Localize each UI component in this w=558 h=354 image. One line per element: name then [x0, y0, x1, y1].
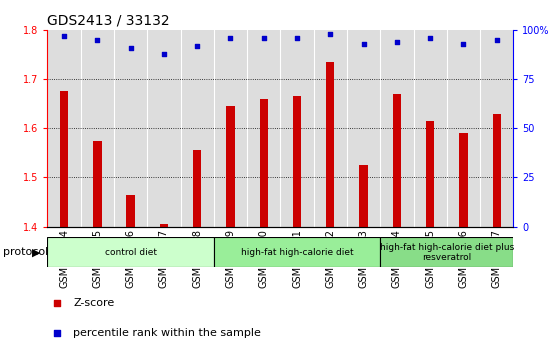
Bar — [480, 30, 513, 227]
Point — [52, 300, 61, 306]
Point — [492, 37, 501, 43]
Bar — [147, 30, 181, 227]
Bar — [493, 114, 501, 227]
Bar — [47, 30, 81, 227]
Bar — [160, 224, 168, 227]
Text: protocol: protocol — [3, 247, 48, 257]
Bar — [214, 237, 380, 267]
Point — [60, 33, 69, 39]
Bar — [280, 30, 314, 227]
Text: high-fat high-calorie diet plus
resveratrol: high-fat high-calorie diet plus resverat… — [379, 242, 514, 262]
Bar — [447, 30, 480, 227]
Point — [160, 51, 169, 57]
Point — [392, 39, 401, 45]
Bar — [247, 30, 280, 227]
Bar — [60, 91, 68, 227]
Point — [259, 35, 268, 41]
Bar — [93, 141, 102, 227]
Bar — [413, 30, 447, 227]
Point — [359, 41, 368, 47]
Bar — [359, 165, 368, 227]
Bar — [114, 30, 147, 227]
Bar — [193, 150, 201, 227]
Text: Z-score: Z-score — [73, 298, 114, 308]
Bar — [380, 237, 513, 267]
Text: control diet: control diet — [105, 248, 157, 257]
Bar — [347, 30, 380, 227]
Point — [226, 35, 235, 41]
Bar — [459, 133, 468, 227]
Text: GDS2413 / 33132: GDS2413 / 33132 — [47, 13, 170, 28]
Bar — [393, 94, 401, 227]
Point — [193, 43, 201, 48]
Bar — [47, 237, 214, 267]
Point — [292, 35, 301, 41]
Bar — [181, 30, 214, 227]
Point — [459, 41, 468, 47]
Point — [426, 35, 435, 41]
Bar — [314, 30, 347, 227]
Text: percentile rank within the sample: percentile rank within the sample — [73, 328, 261, 338]
Point — [126, 45, 135, 51]
Bar — [326, 62, 334, 227]
Bar — [259, 99, 268, 227]
Text: ▶: ▶ — [32, 247, 40, 257]
Bar — [227, 106, 234, 227]
Bar — [127, 195, 135, 227]
Point — [93, 37, 102, 43]
Text: high-fat high-calorie diet: high-fat high-calorie diet — [240, 248, 353, 257]
Point — [52, 330, 61, 336]
Bar — [214, 30, 247, 227]
Bar — [426, 121, 434, 227]
Bar — [293, 96, 301, 227]
Point — [326, 31, 335, 37]
Bar — [81, 30, 114, 227]
Bar — [380, 30, 413, 227]
